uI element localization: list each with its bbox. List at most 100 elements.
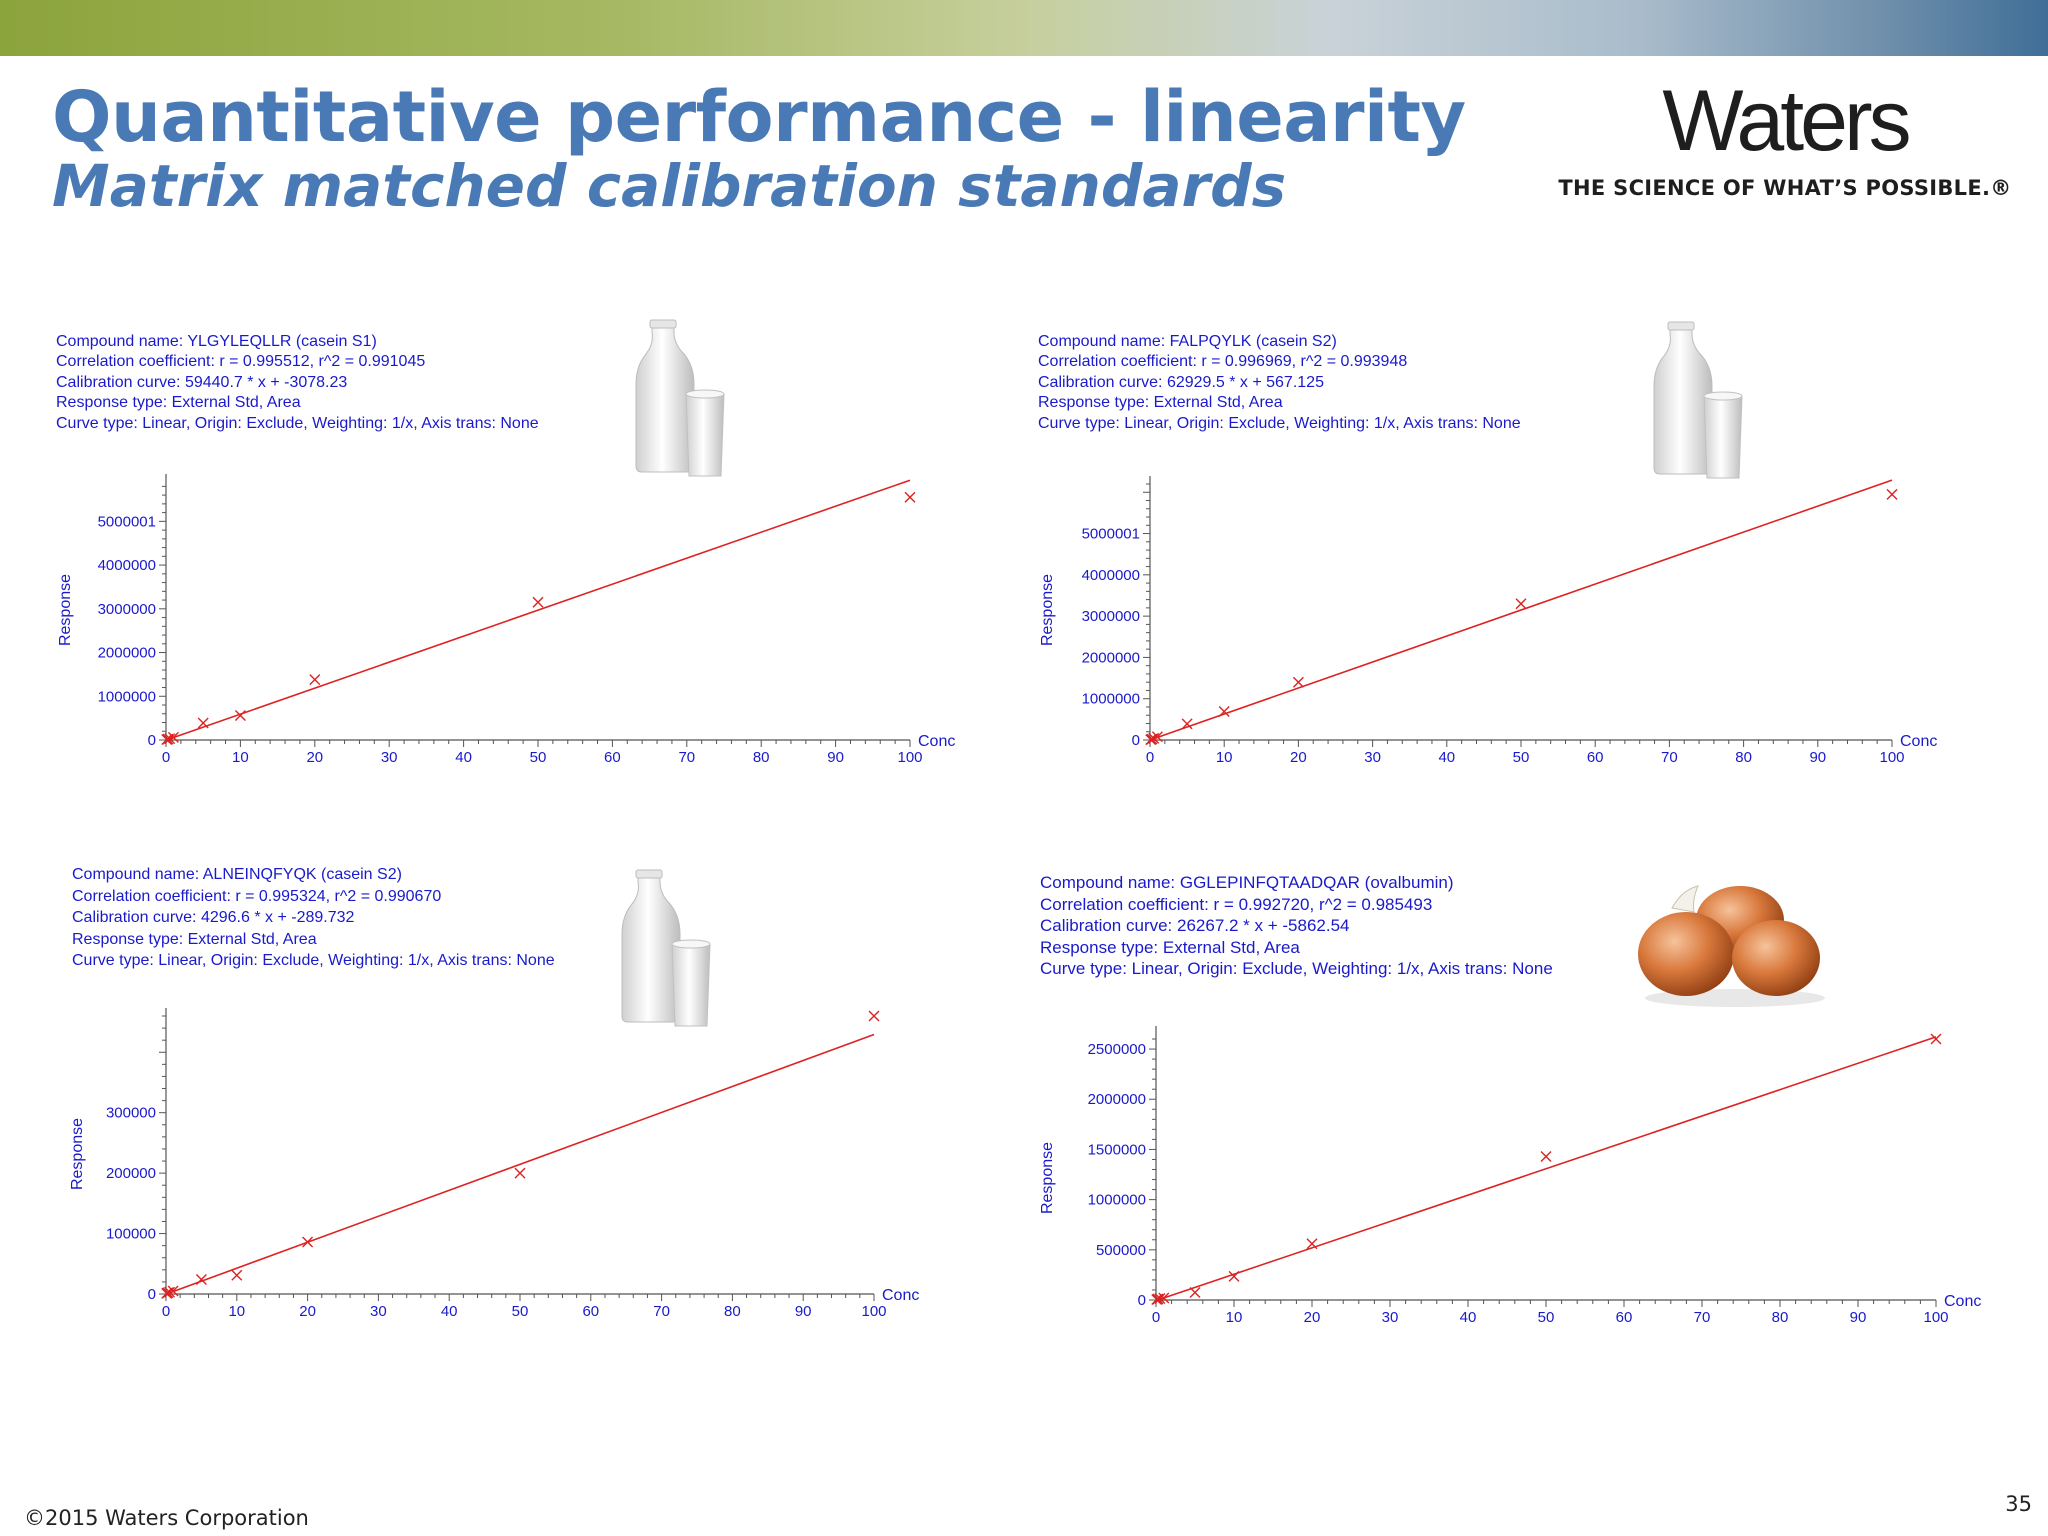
data-point (309, 674, 321, 686)
x-axis-label: Conc (1944, 1293, 1981, 1310)
milk-image (621, 869, 711, 1027)
data-point-stroke (164, 1286, 176, 1298)
y-tick-label: 100000 (106, 1226, 156, 1243)
data-point-stroke (904, 491, 916, 503)
data-point (167, 731, 179, 743)
y-tick-label: 0 (148, 732, 156, 749)
correlation-coefficient: Correlation coefficient: r = 0.995324, r… (72, 887, 442, 905)
data-point (164, 1286, 176, 1298)
fit-line (166, 1033, 875, 1295)
x-tick-label: 100 (861, 1303, 886, 1320)
data-point (868, 1010, 880, 1022)
correlation-coefficient: Correlation coefficient: r = 0.992720, r… (1040, 894, 1433, 914)
y-tick-label: 2000000 (1082, 649, 1140, 666)
curve-type: Curve type: Linear, Origin: Exclude, Wei… (1038, 414, 1521, 432)
x-axis-label: Conc (918, 733, 955, 750)
calibration-curve: Calibration curve: 62929.5 * x + 567.125 (1038, 373, 1324, 391)
copyright: ©2015 Waters Corporation (24, 1506, 309, 1530)
x-tick-label: 50 (530, 749, 547, 766)
y-tick-label: 4000000 (98, 557, 156, 574)
data-point-stroke (195, 1274, 207, 1285)
x-tick-label: 40 (455, 749, 472, 766)
data-point (1189, 1286, 1201, 1298)
x-axis-label: Conc (1900, 733, 1937, 750)
curve-type: Curve type: Linear, Origin: Exclude, Wei… (1040, 959, 1553, 978)
slide-subtitle: Matrix matched calibration standards (52, 152, 1287, 220)
x-tick-label: 20 (306, 749, 323, 766)
y-tick-label: 0 (1138, 1292, 1146, 1309)
y-axis-label: Response (69, 1118, 86, 1190)
calibration-curve: Calibration curve: 4296.6 * x + -289.732 (72, 909, 355, 926)
x-tick-label: 90 (1850, 1309, 1867, 1326)
milk-image (1653, 321, 1743, 479)
x-tick-label: 30 (370, 1303, 387, 1320)
slide-title: Quantitative performance - linearity (52, 76, 1466, 158)
y-tick-label: 1000000 (1088, 1192, 1146, 1209)
panel-info: Compound name: FALPQYLK (casein S2) Corr… (1038, 332, 1521, 434)
data-point-stroke (1158, 1292, 1170, 1304)
curve-type: Curve type: Linear, Origin: Exclude, Wei… (72, 952, 555, 969)
data-point (167, 1285, 179, 1297)
x-tick-label: 80 (724, 1303, 741, 1320)
x-tick-label: 30 (381, 749, 398, 766)
compound-name: Compound name: YLGYLEQLLR (casein S1) (56, 333, 377, 350)
data-point-stroke (1218, 706, 1230, 718)
x-tick-label: 10 (232, 749, 249, 766)
x-tick-label: 50 (1538, 1309, 1555, 1326)
logo-tagline: THE SCIENCE OF WHAT’S POSSIBLE.® (1558, 176, 2012, 200)
x-tick-label: 40 (1438, 749, 1455, 766)
x-tick-label: 10 (228, 1303, 245, 1320)
calibration-chart-3: 0 10 20 30 40 50 60 70 80 90 100 0 500000 1000000 1500… (1039, 1026, 1981, 1326)
x-tick-label: 90 (795, 1303, 812, 1320)
y-tick-label: 500000 (1096, 1242, 1146, 1259)
x-tick-label: 40 (441, 1303, 458, 1320)
x-tick-label: 100 (1923, 1309, 1948, 1326)
waters-logo: Waters (1662, 73, 1911, 169)
y-axis-label: Response (57, 574, 74, 646)
compound-name: Compound name: ALNEINQFYQK (casein S2) (72, 866, 402, 883)
data-point (1181, 718, 1193, 730)
data-point (195, 1274, 207, 1285)
data-point-stroke (164, 733, 176, 745)
panel-info: Compound name: ALNEINQFYQK (casein S2) C… (72, 864, 555, 972)
milk-image (635, 319, 725, 477)
fit-line (1149, 479, 1893, 741)
data-point-stroke (1228, 1270, 1240, 1282)
x-tick-label: 80 (1772, 1309, 1789, 1326)
data-point-stroke (1930, 1033, 1942, 1045)
calibration-curve: Calibration curve: 26267.2 * x + -5862.5… (1040, 916, 1350, 935)
panel-info: Compound name: GGLEPINFQTAADQAR (ovalbum… (1040, 872, 1553, 980)
y-axis-label: Response (1039, 574, 1056, 646)
data-point (532, 596, 544, 608)
data-point (1886, 488, 1898, 500)
calibration-chart-1: 0 10 20 30 40 50 60 70 80 90 100 0 1000000 2000000 300… (1039, 476, 1937, 766)
data-point (514, 1167, 526, 1179)
y-tick-label: 3000000 (1082, 608, 1140, 625)
x-tick-label: 100 (1879, 749, 1904, 766)
data-point-stroke (1154, 1292, 1166, 1304)
calibration-chart-2: 0 10 20 30 40 50 60 70 80 90 100 0 100000 200000 30000… (69, 1008, 919, 1320)
data-point-stroke (868, 1010, 880, 1022)
x-tick-label: 20 (1304, 1309, 1321, 1326)
x-tick-label: 80 (753, 749, 770, 766)
x-tick-label: 0 (162, 1303, 170, 1320)
data-point (302, 1236, 314, 1248)
data-point (1218, 706, 1230, 718)
y-tick-label: 5000001 (1082, 526, 1140, 543)
data-point-stroke (167, 1285, 179, 1297)
y-tick-label: 2500000 (1088, 1041, 1146, 1058)
panel-info: Compound name: YLGYLEQLLR (casein S1) Co… (56, 332, 539, 434)
y-tick-label: 1000000 (1082, 691, 1140, 708)
y-axis-label: Response (1039, 1142, 1056, 1214)
x-tick-label: 30 (1364, 749, 1381, 766)
data-point-stroke (1148, 732, 1160, 744)
y-tick-label: 1000000 (98, 688, 156, 705)
curve-type: Curve type: Linear, Origin: Exclude, Wei… (56, 414, 539, 432)
data-point-stroke (1146, 733, 1158, 745)
y-tick-label: 200000 (106, 1165, 156, 1182)
x-tick-label: 20 (299, 1303, 316, 1320)
calibration-chart-0: 0 10 20 30 40 50 60 70 80 90 100 0 1000000 2000000 300… (57, 474, 955, 766)
x-axis-label: Conc (882, 1287, 919, 1304)
data-point (1540, 1150, 1552, 1162)
data-point (234, 710, 246, 722)
